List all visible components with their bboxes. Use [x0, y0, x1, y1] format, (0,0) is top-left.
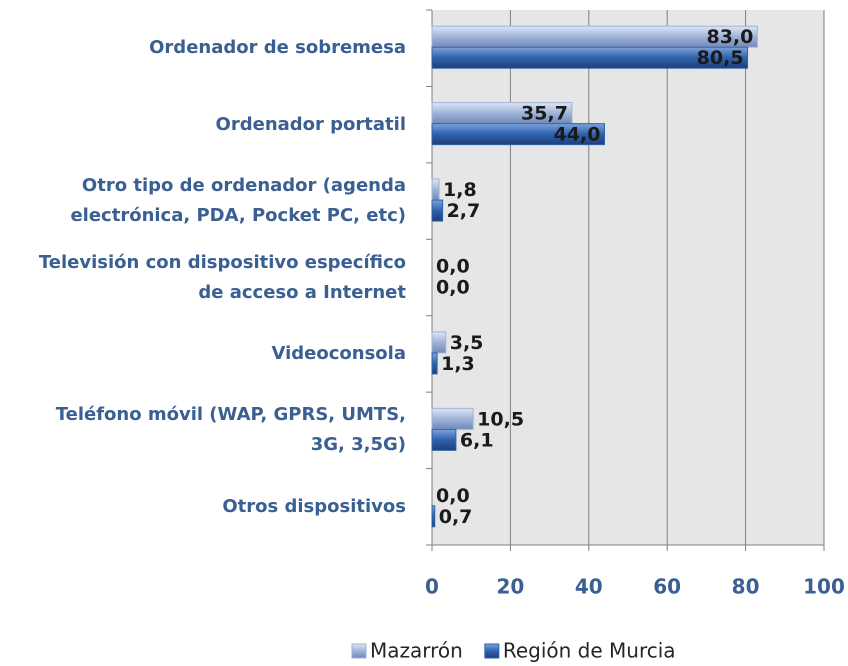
- bar: [431, 505, 436, 528]
- bar: [431, 428, 457, 451]
- bar: [431, 123, 605, 146]
- data-label: 44,0: [554, 124, 601, 146]
- bar: [431, 352, 438, 375]
- x-tick-label: 100: [803, 575, 845, 599]
- x-tick-label: 0: [425, 575, 439, 599]
- x-tick-label: 80: [732, 575, 760, 599]
- category-label: Televisión con dispositivo específico de…: [38, 251, 406, 303]
- data-label: 3,5: [450, 332, 484, 354]
- data-label: 6,1: [460, 429, 494, 451]
- legend-swatch: [351, 643, 367, 659]
- x-tick-label: 60: [653, 575, 681, 599]
- category-label: Otro tipo de ordenador (agenda electróni…: [70, 175, 406, 227]
- category-label: Videoconsola: [271, 342, 407, 364]
- category-label: Teléfono móvil (WAP, GPRS, UMTS, 3G, 3,5…: [55, 404, 406, 456]
- data-label: 1,8: [443, 179, 477, 201]
- data-label: 1,3: [441, 353, 475, 375]
- bar: [431, 46, 749, 69]
- x-tick-label: 40: [575, 575, 603, 599]
- bar: [431, 199, 444, 222]
- legend-swatch: [484, 643, 500, 659]
- data-label: 0,7: [439, 506, 473, 528]
- category-label: Ordenador portatil: [215, 113, 406, 135]
- data-label: 0,0: [436, 256, 470, 278]
- data-label: 2,7: [447, 200, 481, 222]
- bar: [431, 331, 447, 354]
- legend-label: Mazarrón: [370, 639, 463, 663]
- category-label: Ordenador de sobremesa: [149, 37, 406, 59]
- data-label: 35,7: [521, 103, 568, 125]
- data-label: 80,5: [697, 47, 744, 69]
- x-tick-label: 20: [496, 575, 524, 599]
- data-label: 0,0: [436, 485, 470, 507]
- bar: [431, 407, 474, 430]
- data-label: 10,5: [477, 408, 524, 430]
- data-label: 83,0: [706, 26, 753, 48]
- data-label: 0,0: [436, 277, 470, 299]
- bar: [431, 178, 440, 201]
- category-label: Otros dispositivos: [222, 495, 406, 517]
- legend-label: Región de Murcia: [503, 639, 676, 663]
- plot-area: [432, 10, 824, 545]
